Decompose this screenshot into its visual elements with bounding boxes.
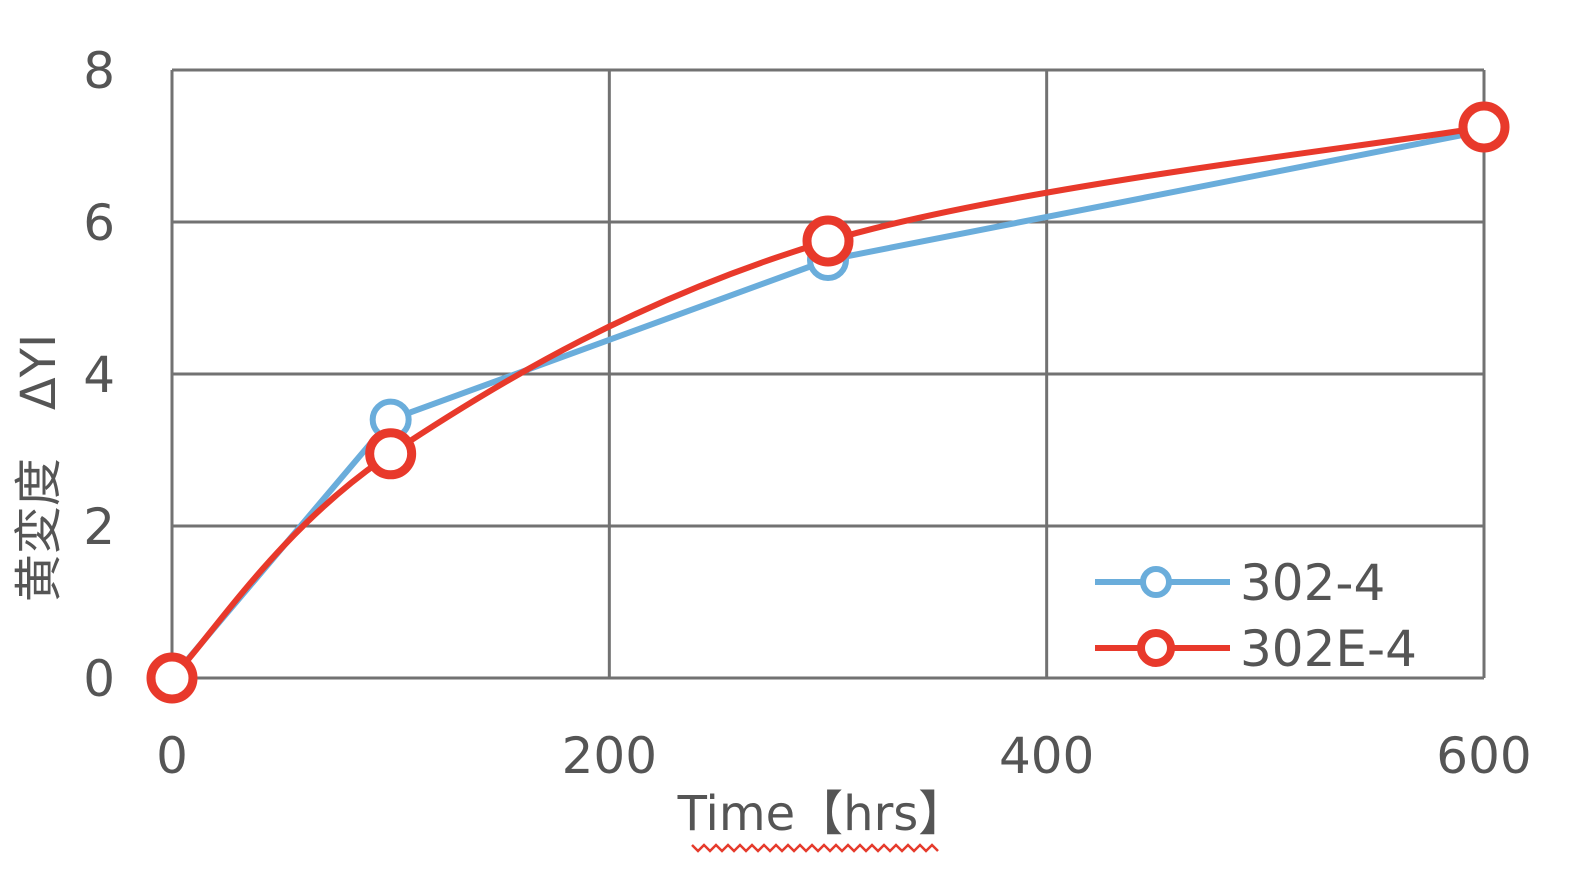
y-tick-label-4: 4 (83, 346, 115, 404)
x-axis-title: Time【hrs】 (677, 786, 967, 842)
y-tick-label-8: 8 (83, 42, 115, 100)
data-point-302E-4-0 (146, 652, 198, 704)
legend-label-302E-4: 302E-4 (1240, 620, 1417, 678)
data-point-302E-4-600 (1458, 101, 1510, 153)
grid (170, 68, 1486, 680)
x-tick-label-400: 400 (999, 727, 1094, 785)
legend-item-302-4: 302-4 (1095, 554, 1385, 612)
y-axis-ticks: 0 2 4 6 8 (83, 42, 115, 708)
legend-marker-302-4 (1140, 566, 1172, 598)
x-axis-ticks: 0 200 400 600 (156, 727, 1532, 785)
legend-marker-302E-4 (1137, 629, 1175, 667)
y-tick-label-6: 6 (83, 194, 115, 252)
legend: 302-4 302E-4 (1095, 554, 1417, 678)
data-point-302E-4-100 (365, 428, 417, 480)
legend-label-302-4: 302-4 (1240, 554, 1385, 612)
y-tick-label-0: 0 (83, 650, 115, 708)
y-tick-label-2: 2 (83, 498, 115, 556)
series-layer (146, 101, 1510, 704)
legend-item-302E-4: 302E-4 (1095, 620, 1417, 678)
series-302E-4 (146, 101, 1510, 704)
data-point-302E-4-300 (802, 215, 854, 267)
spellcheck-underline (691, 843, 939, 853)
x-tick-label-200: 200 (562, 727, 657, 785)
x-tick-label-0: 0 (156, 727, 188, 785)
x-tick-label-600: 600 (1436, 727, 1531, 785)
y-axis-title: 黄変度 ΔYI (11, 334, 67, 602)
series-line-302E-4 (169, 124, 1487, 681)
